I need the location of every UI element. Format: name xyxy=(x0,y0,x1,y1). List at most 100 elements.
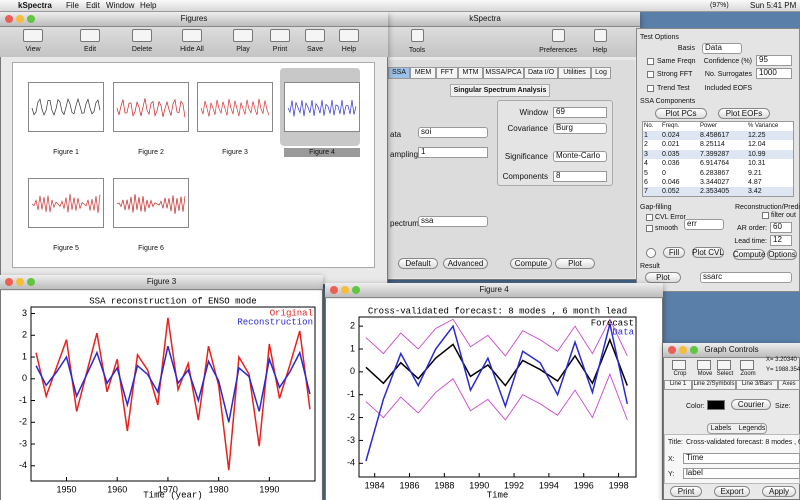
tab[interactable] xyxy=(558,67,591,79)
button-label[interactable]: Fill xyxy=(668,247,680,257)
thumbnail[interactable] xyxy=(284,82,360,132)
thumbnail-label[interactable]: Figure 6 xyxy=(138,245,164,252)
window-button[interactable] xyxy=(27,278,35,286)
checkbox[interactable] xyxy=(646,225,653,232)
label[interactable]: MTM xyxy=(462,69,479,76)
window-button[interactable] xyxy=(352,286,360,294)
label[interactable]: MSSA/PCA xyxy=(485,69,522,76)
tool-icon[interactable] xyxy=(740,360,754,370)
select[interactable] xyxy=(700,272,792,283)
toolbar-icon[interactable] xyxy=(552,29,565,42)
toolbar-icon[interactable] xyxy=(305,29,325,42)
menu-app[interactable]: kSpectra xyxy=(18,1,52,10)
tab[interactable] xyxy=(664,380,692,390)
button-label[interactable]: Courier xyxy=(737,399,765,409)
select[interactable] xyxy=(553,151,607,162)
toolbar-icon[interactable] xyxy=(132,29,152,42)
toolbar-icon[interactable] xyxy=(339,29,359,42)
help-button[interactable] xyxy=(646,248,656,258)
menu[interactable]: Window xyxy=(106,1,135,10)
label[interactable]: Axes xyxy=(782,381,796,387)
text-field[interactable] xyxy=(418,147,488,158)
button[interactable] xyxy=(443,258,488,269)
button-label[interactable]: Options xyxy=(768,249,796,259)
window-button[interactable] xyxy=(27,15,35,23)
tool-icon[interactable] xyxy=(697,360,711,370)
window-button[interactable] xyxy=(668,346,676,354)
label[interactable]: Data I/O xyxy=(527,69,555,76)
text-field[interactable] xyxy=(553,107,607,118)
text-field[interactable] xyxy=(770,222,792,233)
tab[interactable] xyxy=(436,67,458,79)
tab[interactable] xyxy=(692,380,736,390)
button[interactable] xyxy=(767,249,797,260)
select[interactable] xyxy=(418,127,488,138)
text-field[interactable] xyxy=(756,68,792,79)
label[interactable]: Utilities xyxy=(563,69,586,76)
menu[interactable]: Edit xyxy=(86,1,100,10)
thumbnail-label[interactable]: Figure 5 xyxy=(53,245,79,252)
label[interactable]: SSA xyxy=(391,69,406,76)
tab[interactable] xyxy=(458,67,483,79)
window-button[interactable] xyxy=(690,346,698,354)
select[interactable] xyxy=(702,43,742,54)
toolbar-icon[interactable] xyxy=(182,29,202,42)
button[interactable] xyxy=(655,108,707,119)
button[interactable] xyxy=(510,258,552,269)
color-swatch[interactable] xyxy=(707,400,725,410)
tab[interactable] xyxy=(388,67,410,79)
button[interactable] xyxy=(692,247,724,258)
tab[interactable] xyxy=(736,380,778,390)
button[interactable] xyxy=(555,258,595,269)
select[interactable] xyxy=(418,216,488,227)
label[interactable]: Line 3/Bars xyxy=(741,381,773,387)
select[interactable] xyxy=(553,123,607,134)
window-button[interactable] xyxy=(16,15,24,23)
label[interactable]: FFT xyxy=(440,69,454,76)
window-button[interactable] xyxy=(5,278,13,286)
button-label[interactable]: Default xyxy=(405,258,431,268)
button[interactable] xyxy=(663,247,685,258)
button[interactable] xyxy=(398,258,438,269)
window-button[interactable] xyxy=(341,286,349,294)
checkbox[interactable] xyxy=(647,58,654,65)
select[interactable] xyxy=(684,219,724,230)
toolbar-icon[interactable] xyxy=(233,29,253,42)
button-label[interactable]: Plot PCs xyxy=(665,108,697,118)
toolbar-icon[interactable] xyxy=(23,29,43,42)
button[interactable] xyxy=(731,399,771,410)
menu[interactable]: File xyxy=(66,1,79,10)
thumbnail-label[interactable]: Figure 4 xyxy=(284,148,360,157)
button-label[interactable]: Compute xyxy=(514,258,548,268)
window-button[interactable] xyxy=(16,278,24,286)
window-button[interactable] xyxy=(679,346,687,354)
button[interactable] xyxy=(714,486,750,497)
button-label[interactable]: Print xyxy=(677,486,695,496)
button-label[interactable]: Plot CVL xyxy=(692,247,724,257)
button[interactable] xyxy=(645,272,681,283)
toolbar-icon[interactable] xyxy=(270,29,290,42)
button-label[interactable]: Export xyxy=(720,486,744,496)
menu[interactable]: Help xyxy=(140,1,157,10)
button-label[interactable]: Apply xyxy=(768,486,789,496)
window-button[interactable] xyxy=(5,15,13,23)
checkbox[interactable] xyxy=(646,214,653,221)
button[interactable] xyxy=(670,486,702,497)
button-label[interactable]: Plot xyxy=(656,272,670,282)
label[interactable]: Line 1 xyxy=(669,381,687,387)
toolbar-icon[interactable] xyxy=(411,29,424,42)
button-label[interactable]: Compute xyxy=(733,249,766,259)
window-button[interactable] xyxy=(330,286,338,294)
checkbox[interactable] xyxy=(647,85,654,92)
button[interactable] xyxy=(718,108,770,119)
thumbnail-label[interactable]: Figure 1 xyxy=(53,149,79,156)
checkbox[interactable] xyxy=(647,71,654,78)
tab[interactable] xyxy=(410,67,436,79)
button[interactable] xyxy=(762,486,796,497)
tab[interactable] xyxy=(483,67,524,79)
label[interactable]: MEM xyxy=(414,69,432,76)
tab[interactable] xyxy=(524,67,558,79)
text-field[interactable] xyxy=(770,235,792,246)
button-label[interactable]: Advanced xyxy=(447,258,484,268)
checkbox[interactable] xyxy=(762,212,769,219)
